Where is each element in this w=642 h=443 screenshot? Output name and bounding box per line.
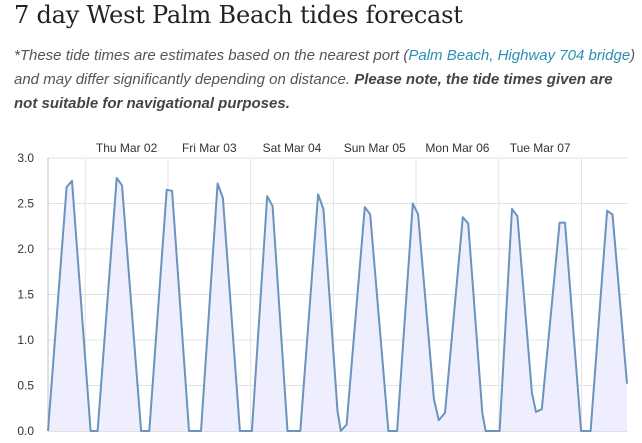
y-tick-label: 2.0 bbox=[17, 242, 34, 256]
page-title: 7 day West Palm Beach tides forecast bbox=[14, 1, 463, 29]
tide-data-point bbox=[484, 430, 486, 432]
tide-data-point bbox=[71, 180, 73, 182]
note-middle: ) and may differ significantly depending… bbox=[14, 47, 636, 88]
port-link[interactable]: Palm Beach, Highway 704 bridge bbox=[408, 47, 631, 64]
tide-data-point bbox=[116, 177, 118, 179]
tide-data-point bbox=[47, 430, 49, 432]
tide-data-point bbox=[65, 186, 67, 188]
y-tick-label: 1.0 bbox=[17, 333, 34, 347]
x-tick-label: Thu Mar 02 bbox=[96, 141, 158, 155]
tide-data-point bbox=[511, 208, 513, 210]
tide-data-point bbox=[171, 190, 173, 192]
tide-data-point bbox=[580, 430, 582, 432]
x-tick-label: Sat Mar 04 bbox=[263, 141, 322, 155]
tide-data-point bbox=[216, 182, 218, 184]
tide-data-point bbox=[148, 430, 150, 432]
tide-disclaimer: *These tide times are estimates based on… bbox=[14, 44, 636, 116]
tide-data-point bbox=[387, 430, 389, 432]
tide-data-point bbox=[467, 222, 469, 224]
y-tick-label: 1.5 bbox=[17, 288, 34, 302]
tide-data-point bbox=[251, 430, 253, 432]
tide-data-point bbox=[481, 412, 483, 414]
note-prefix: *These tide times are estimates based on… bbox=[14, 47, 409, 64]
tide-data-point bbox=[462, 216, 464, 218]
tide-data-point bbox=[438, 419, 440, 421]
tide-area bbox=[48, 178, 627, 431]
tide-data-point bbox=[336, 410, 338, 412]
tide-data-point bbox=[498, 430, 500, 432]
navigation-warning: Please note, the tide times given are no… bbox=[14, 71, 613, 112]
tide-data-point bbox=[535, 411, 537, 413]
tide-data-point bbox=[239, 430, 241, 432]
tide-data-point bbox=[299, 430, 301, 432]
tide-data-point bbox=[322, 208, 324, 210]
tide-data-point bbox=[121, 184, 123, 186]
y-tick-label: 0.0 bbox=[17, 424, 34, 438]
y-tick-label: 3.0 bbox=[17, 151, 34, 165]
tide-data-point bbox=[166, 189, 168, 191]
x-tick-label: Mon Mar 06 bbox=[425, 141, 489, 155]
tide-height-line bbox=[47, 177, 628, 432]
tide-data-point bbox=[412, 202, 414, 204]
tide-data-point bbox=[140, 430, 142, 432]
tide-data-point bbox=[531, 392, 533, 394]
tide-data-point bbox=[417, 213, 419, 215]
tide-data-point bbox=[444, 412, 446, 414]
y-tick-label: 2.5 bbox=[17, 197, 34, 211]
tide-data-point bbox=[317, 193, 319, 195]
tide-data-point bbox=[589, 430, 591, 432]
tide-data-point bbox=[364, 206, 366, 208]
y-tick-label: 0.5 bbox=[17, 379, 34, 393]
x-tick-label: Fri Mar 03 bbox=[182, 141, 237, 155]
x-tick-label: Sun Mar 05 bbox=[344, 141, 406, 155]
tide-data-point bbox=[96, 430, 98, 432]
tide-data-point bbox=[340, 430, 342, 432]
x-tick-label: Tue Mar 07 bbox=[510, 141, 571, 155]
tide-data-point bbox=[611, 213, 613, 215]
tide-data-point bbox=[266, 195, 268, 197]
tide-data-point bbox=[558, 221, 560, 223]
tide-chart: 0.0 0.5 1.0 1.5 2.0 2.5 3.0 Thu Mar 02 Fri Mar 0… bbox=[17, 141, 628, 438]
tide-data-point bbox=[200, 430, 202, 432]
tide-data-point bbox=[606, 210, 608, 212]
tide-data-point bbox=[89, 430, 91, 432]
tide-data-point bbox=[345, 423, 347, 425]
tide-data-point bbox=[222, 197, 224, 199]
tide-data-point bbox=[564, 221, 566, 223]
tide-data-point bbox=[541, 408, 543, 410]
tide-data-point bbox=[271, 205, 273, 207]
tide-data-point bbox=[188, 430, 190, 432]
tide-data-point bbox=[433, 398, 435, 400]
tide-data-point bbox=[396, 430, 398, 432]
tide-data-point bbox=[286, 430, 288, 432]
tide-data-point bbox=[516, 215, 518, 217]
tide-data-point bbox=[626, 383, 628, 385]
tide-data-point bbox=[369, 213, 371, 215]
